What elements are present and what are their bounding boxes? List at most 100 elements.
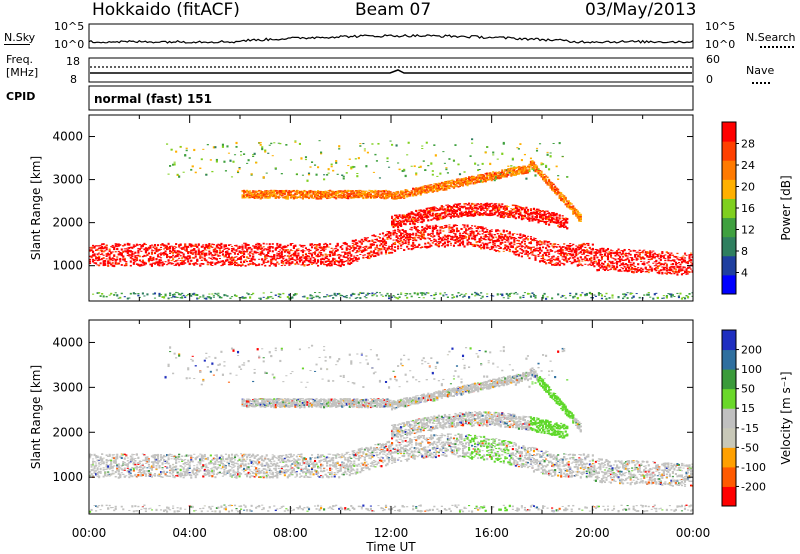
echo-cell [226,256,229,259]
echo-cell [369,243,372,245]
echo-cell [387,166,391,168]
echo-cell [315,197,318,200]
echo-cell [398,238,401,240]
echo-cell [468,210,471,213]
echo-cell [514,248,517,250]
echo-cell [366,252,369,255]
echo-cell [214,253,217,256]
echo-cell [321,249,324,251]
echo-cell [282,248,285,251]
echo-cell [258,142,261,144]
echo-cell [507,213,510,215]
echo-cell [297,248,300,250]
echo-cell [454,203,457,205]
echo-cell [200,259,203,261]
echo-cell [513,236,516,239]
echo-cell [502,206,505,209]
echo-cell [137,244,140,246]
echo-cell [259,190,262,193]
echo-cell [341,190,344,193]
echo-cell [436,234,439,236]
echo-cell [469,206,472,208]
echo-cell [425,188,428,191]
echo-cell [125,262,128,265]
echo-cell [111,257,114,260]
echo-cell [475,235,478,237]
echo-cell [502,236,505,239]
echo-cell [412,193,415,195]
echo-cell [394,197,397,199]
echo-cell [134,252,137,254]
echo-cell [363,238,366,241]
echo-cell [433,294,436,297]
echo-cell [471,138,474,141]
echo-cell [348,251,351,253]
echo-cell [446,240,449,242]
echo-cell [474,245,477,248]
echo-cell [461,213,465,216]
echo-cell [371,294,374,297]
echo-cell [342,255,345,257]
echo-cell [403,239,406,241]
echo-cell [327,191,330,194]
echo-cell [392,234,395,236]
echo-cell [256,196,259,199]
echo-cell [481,226,484,228]
echo-cell [398,242,401,245]
echo-cell [486,204,489,207]
echo-cell [279,196,282,198]
echo-cell [342,296,345,298]
echo-cell [317,255,320,258]
echo-cell [427,186,430,188]
echo-cell [309,194,312,196]
echo-cell [338,145,341,148]
echo-cell [159,261,163,264]
echo-cell [327,260,330,262]
echo-cell [321,257,324,260]
echo-cell [383,240,386,243]
echo-cell [351,191,354,193]
echo-cell [404,241,407,244]
echo-cell [415,246,418,248]
echo-cell [510,241,513,243]
echo-cell [384,241,388,243]
echo-cell [413,239,416,241]
echo-cell [119,251,122,255]
echo-cell [150,263,154,266]
echo-cell [170,256,173,258]
echo-cell [460,178,463,181]
echo-cell [123,248,126,250]
echo-cell [181,292,184,294]
echo-cell [297,190,300,192]
echo-cell [324,256,327,260]
echo-cell [243,189,246,192]
echo-cell [457,181,460,183]
echo-cell [461,243,465,246]
echo-cell [452,239,456,241]
echo-cell [446,244,449,247]
echo-cell [188,251,191,253]
echo-cell [359,193,362,195]
echo-cell [483,179,486,181]
echo-cell [298,257,301,259]
echo-cell [342,261,345,263]
echo-cell [418,191,421,193]
echo-cell [413,165,416,168]
echo-cell [520,159,523,162]
echo-cell [105,255,108,257]
echo-cell [517,205,520,208]
echo-cell [404,189,407,191]
echo-cell [347,262,350,265]
echo-cell [516,205,519,207]
echo-cell [240,297,243,299]
echo-cell [344,256,347,259]
echo-cell [170,245,173,247]
echo-cell [324,193,327,195]
echo-cell [178,253,181,255]
echo-cell [119,257,122,260]
echo-cell [359,194,362,196]
echo-cell [422,186,425,188]
echo-cell [384,244,388,246]
echo-cell [274,248,277,251]
echo-cell [436,241,439,243]
